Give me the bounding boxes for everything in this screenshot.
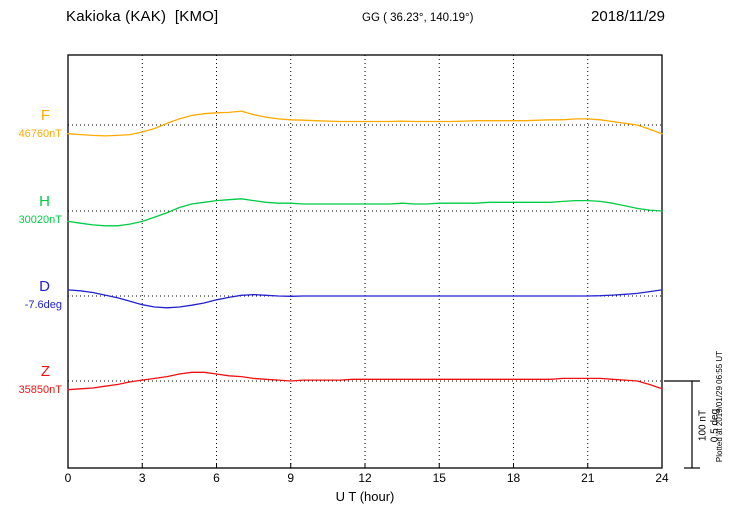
series-H-label: H xyxy=(39,193,50,210)
x-tick-label-21: 21 xyxy=(581,471,595,485)
plot-border xyxy=(67,54,663,469)
series-H-baseline-value: 30020nT xyxy=(18,214,62,226)
plot-date: 2018/11/29 xyxy=(591,8,665,25)
x-tick-label-15: 15 xyxy=(432,471,446,485)
series-D-label: D xyxy=(39,278,50,295)
series-F-label: F xyxy=(40,107,50,124)
x-tick-label-18: 18 xyxy=(506,471,521,485)
plotted-at-note: Plotted at 2019/01/29 06:55 UT xyxy=(715,350,724,463)
series-Z-label: Z xyxy=(40,363,50,380)
series-F-curve xyxy=(67,110,663,137)
series-Z-baseline-value: 35850nT xyxy=(18,384,62,396)
x-tick-label-3: 3 xyxy=(138,471,146,485)
series-F-baseline-value: 46760nT xyxy=(18,128,62,140)
station-title: Kakioka (KAK) [KMO] xyxy=(66,8,219,25)
series-D-baseline-value: -7.6deg xyxy=(24,299,62,311)
series-D-curve xyxy=(67,289,663,309)
x-tick-label-24: 24 xyxy=(655,471,669,485)
x-tick-label-0: 0 xyxy=(64,471,72,485)
x-axis-title: U T (hour) xyxy=(335,489,395,504)
scale-nt-label: 100 nT xyxy=(697,409,709,442)
series-H-curve xyxy=(67,198,663,227)
x-tick-label-9: 9 xyxy=(287,471,295,485)
series-Z-curve xyxy=(67,371,663,391)
geographic-coordinates: GG ( 36.23°, 140.19°) xyxy=(362,12,474,24)
x-tick-label-6: 6 xyxy=(213,471,220,485)
x-tick-label-12: 12 xyxy=(358,471,372,485)
